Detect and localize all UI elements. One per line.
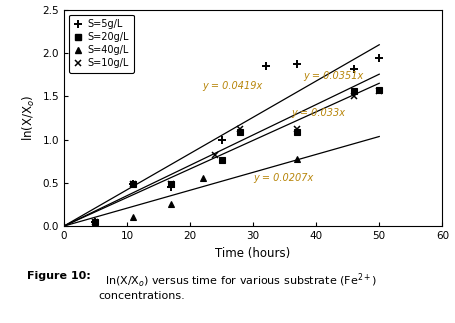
Text: y = 0.0351x: y = 0.0351x [303,71,363,81]
Text: ln(X/X$_o$) versus time for various substrate (Fe$^{2+}$)
concentrations.: ln(X/X$_o$) versus time for various subs… [98,271,377,301]
Text: y = 0.033x: y = 0.033x [290,108,344,118]
Text: Figure 10:: Figure 10: [27,271,91,281]
Legend: S=5g/L, S=20g/L, S=40g/L, S=10g/L: S=5g/L, S=20g/L, S=40g/L, S=10g/L [69,15,133,73]
Text: y = 0.0207x: y = 0.0207x [253,173,313,183]
Y-axis label: ln(X/X$_o$): ln(X/X$_o$) [20,95,37,141]
Text: y = 0.0419x: y = 0.0419x [202,81,262,91]
X-axis label: Time (hours): Time (hours) [215,246,290,259]
